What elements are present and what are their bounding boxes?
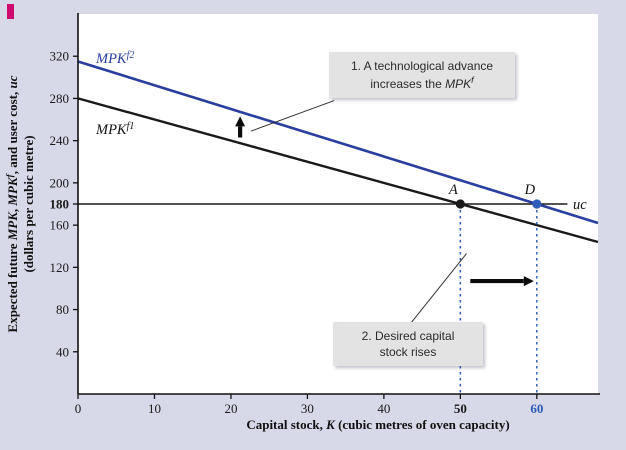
x-axis-title: Capital stock, K (cubic metres of oven c… — [246, 417, 509, 432]
ticks-group: 0 10 20 30 40 50 60 40 80 120 160 180 200 240 280 320 — [50, 49, 544, 416]
y-tick-label: 320 — [50, 49, 70, 64]
x-tick-label: 60 — [530, 401, 543, 416]
y-axis-title-line1: Expected future MPK, MPKf, and user cost… — [5, 75, 20, 332]
callout-tech-advance: 1. A technological advance increases the… — [329, 52, 515, 99]
label-mpk-f1: MPKf1 — [95, 121, 134, 138]
y-tick-label: 160 — [50, 218, 70, 233]
x-tick-label: 10 — [148, 401, 161, 416]
callout-connector — [409, 253, 467, 325]
annotation-group — [235, 100, 534, 325]
y-tick-label: 40 — [56, 344, 69, 359]
point-label-A: A — [448, 182, 458, 198]
callout-tech-advance-line1: 1. A technological advance — [350, 59, 494, 73]
x-tick-label: 50 — [454, 401, 467, 416]
shift-arrow-head — [235, 116, 246, 127]
series-MPKf2 — [77, 60, 599, 225]
callout-tech-advance-line2: increases the MPKf — [370, 75, 474, 92]
y-tick-label: 280 — [50, 91, 70, 106]
x-tick-label: 0 — [75, 401, 82, 416]
callout-capital-rises-line1: 2. Desired capital — [361, 329, 455, 343]
shift-arrow-head — [523, 276, 534, 287]
point-label-D: D — [524, 182, 536, 198]
point-D — [532, 199, 542, 209]
page-corner-mark — [7, 4, 14, 19]
y-tick-label: 120 — [50, 260, 70, 275]
label-mpk-f2: MPKf2 — [95, 50, 134, 67]
y-tick-label: 240 — [50, 133, 70, 148]
series-MPKf1 — [77, 97, 599, 244]
x-tick-label: 30 — [301, 401, 314, 416]
label-uc: uc — [573, 197, 587, 213]
point-A — [455, 199, 465, 209]
y-tick-label: 180 — [50, 197, 70, 212]
x-tick-label: 20 — [224, 401, 237, 416]
y-tick-label: 200 — [50, 175, 70, 190]
y-axis-title-line2: (dollars per cubic metre) — [21, 135, 36, 272]
x-tick-label: 40 — [377, 401, 390, 416]
callout-capital-rises-line2: stock rises — [379, 345, 437, 360]
callout-connector — [250, 100, 335, 132]
callout-capital-rises: 2. Desired capital stock rises — [333, 322, 483, 367]
y-tick-label: 80 — [56, 302, 69, 317]
